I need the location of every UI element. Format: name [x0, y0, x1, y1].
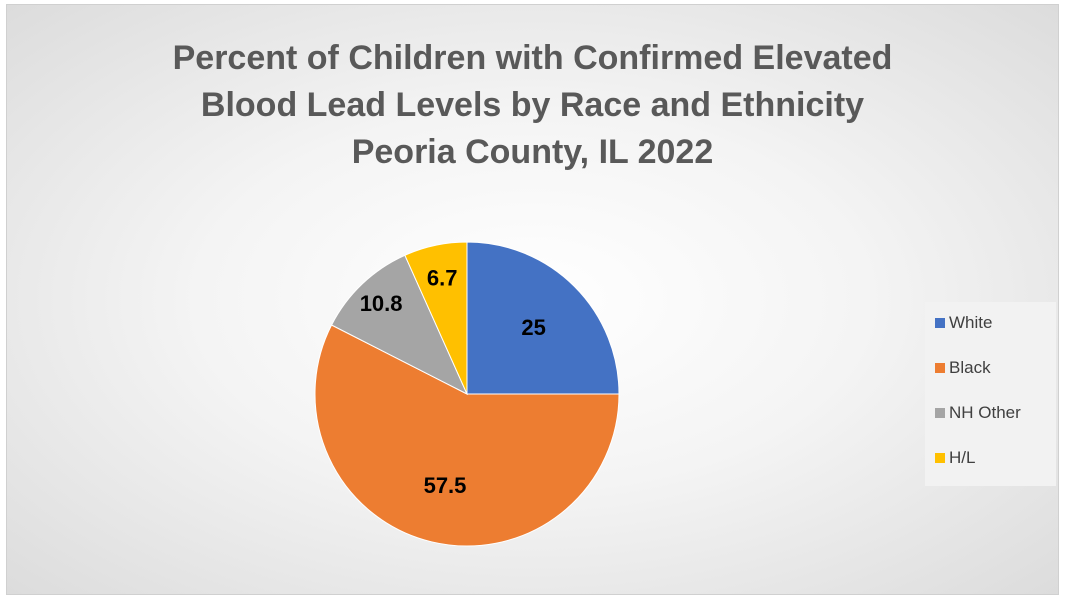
- chart-title: Percent of Children with Confirmed Eleva…: [7, 35, 1058, 176]
- legend-label-white: White: [949, 313, 993, 332]
- pie-slice-nh-other: [330, 254, 469, 396]
- data-label-white: 25: [521, 315, 545, 340]
- data-label-h-l: 6.7: [427, 266, 458, 291]
- legend-swatch-white: [935, 318, 945, 328]
- pie-slice-white: [466, 241, 620, 395]
- data-label-nh-other: 10.8: [360, 291, 403, 316]
- legend-swatch-nh-other: [935, 408, 945, 418]
- data-label-black: 57.5: [424, 473, 467, 498]
- legend-label-nh-other: NH Other: [949, 403, 1021, 422]
- chart-title-line-2: Blood Lead Levels by Race and Ethnicity: [200, 86, 865, 124]
- legend-item-white: White: [935, 313, 992, 333]
- chart-title-line-1: Percent of Children with Confirmed Eleva…: [172, 39, 893, 77]
- pie-slice-h-l: [404, 241, 468, 395]
- legend-swatch-black: [935, 363, 945, 373]
- legend-item-h-l: H/L: [935, 448, 975, 468]
- chart-legend: White Black NH Other H/L: [925, 302, 1056, 486]
- pie-slice-black: [314, 324, 620, 547]
- legend-label-black: Black: [949, 358, 991, 377]
- chart-title-line-3: Peoria County, IL 2022: [351, 133, 714, 171]
- legend-swatch-h-l: [935, 453, 945, 463]
- legend-item-nh-other: NH Other: [935, 403, 1021, 423]
- legend-label-h-l: H/L: [949, 448, 976, 467]
- legend-item-black: Black: [935, 358, 991, 378]
- chart-area: Percent of Children with Confirmed Eleva…: [6, 4, 1059, 595]
- pie-chart: 25 57.5 10.8 6.7: [314, 241, 620, 547]
